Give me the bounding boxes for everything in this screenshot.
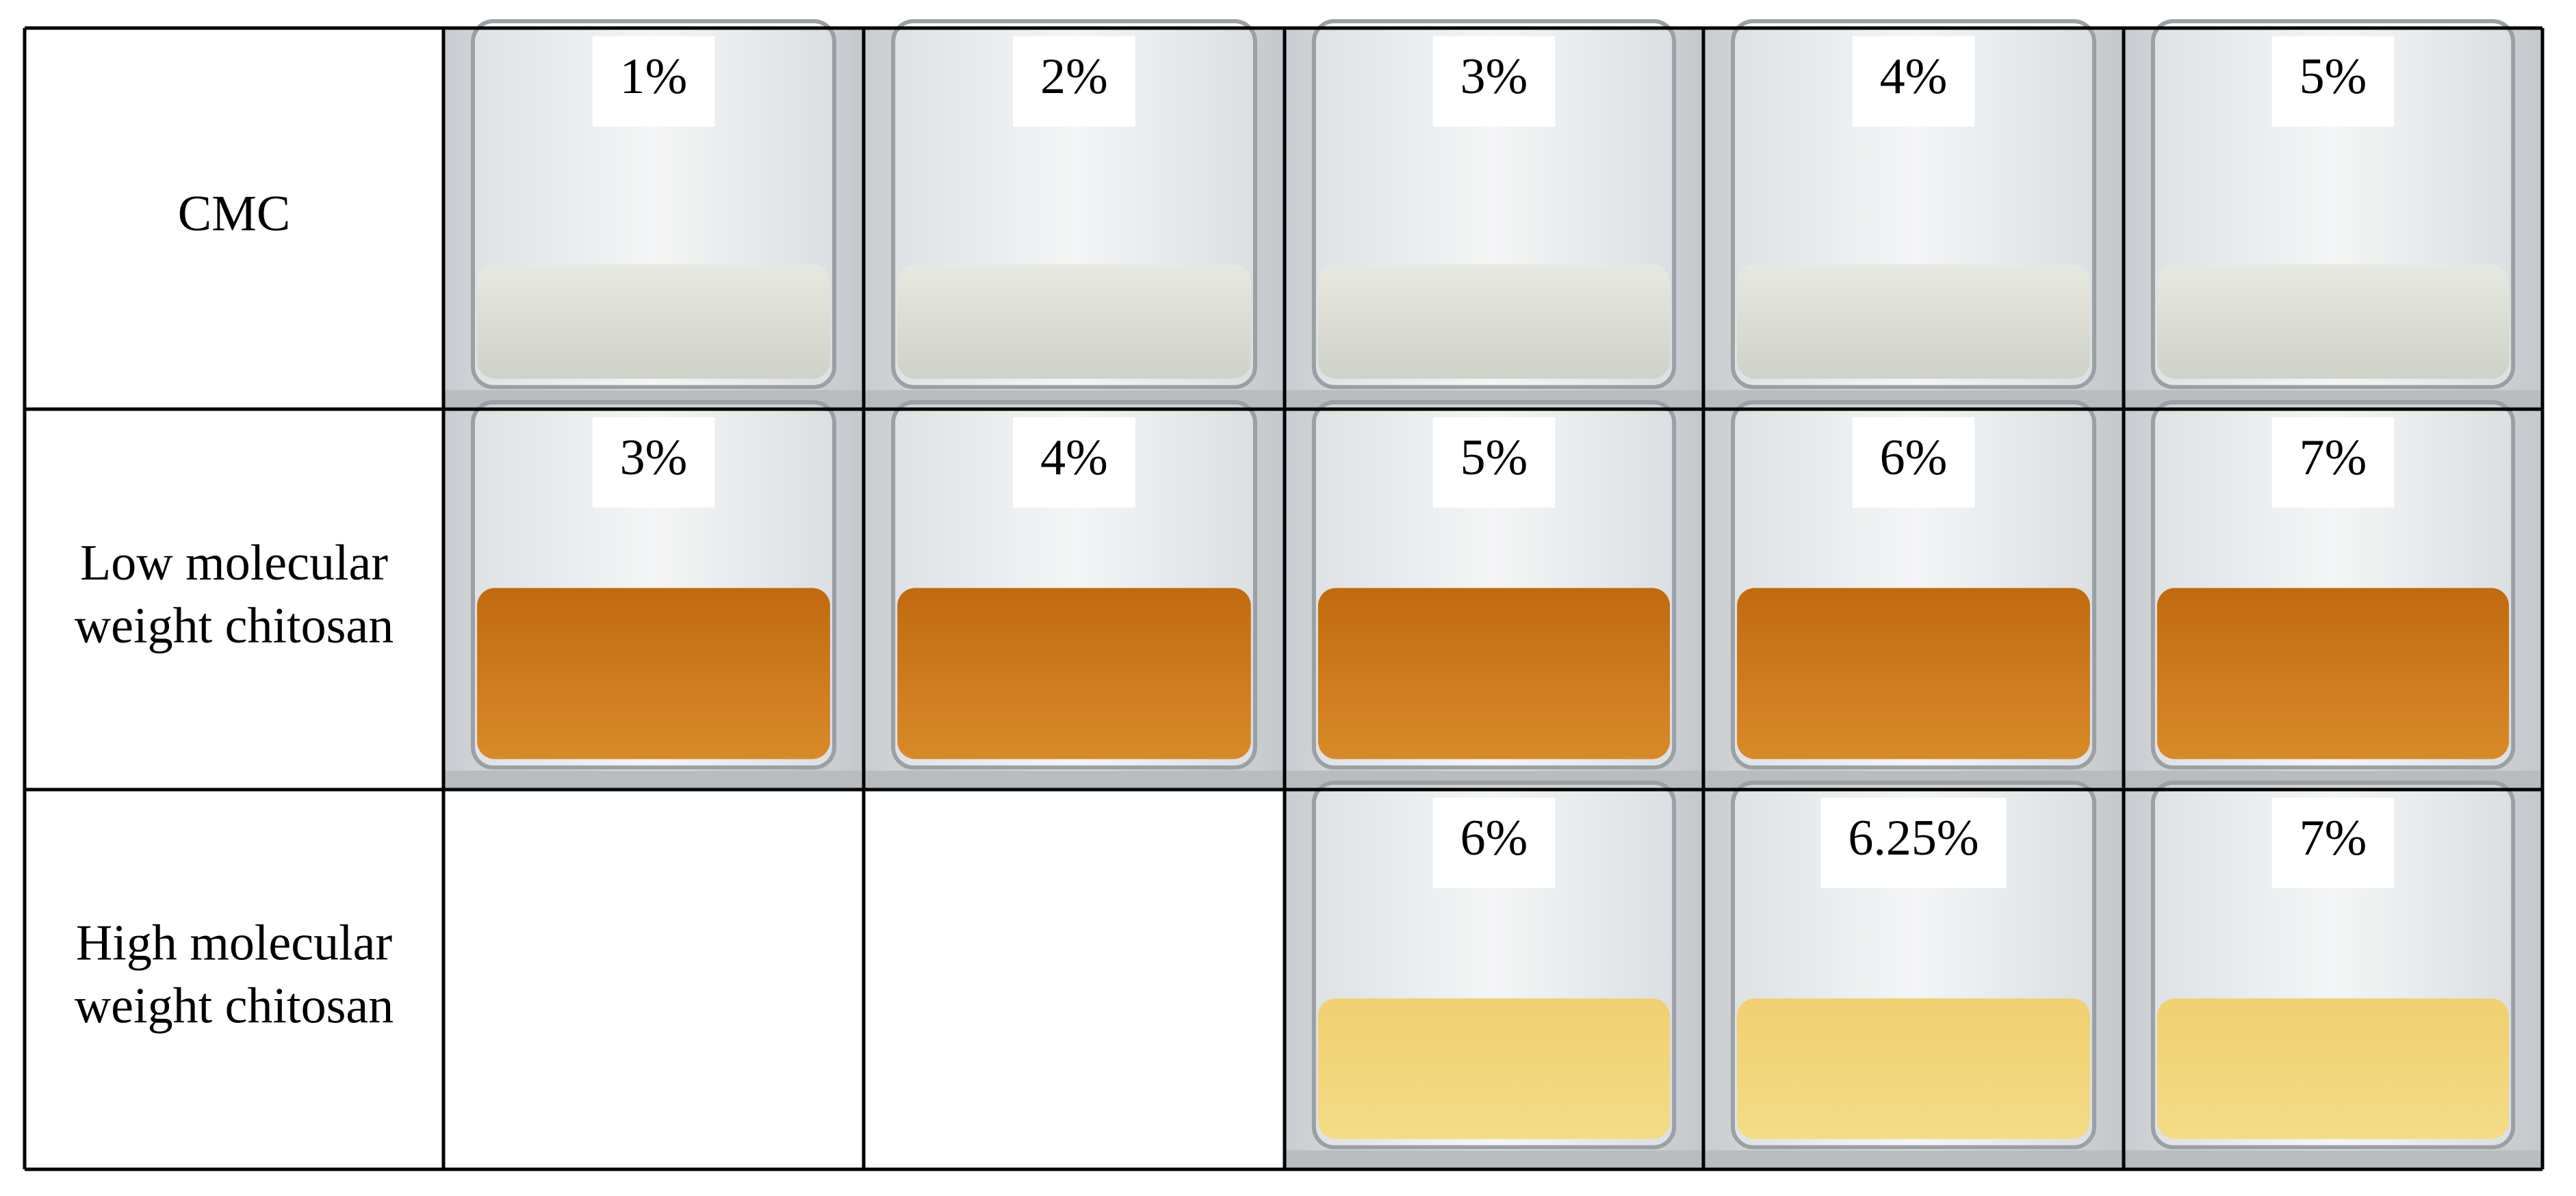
liquid	[1737, 588, 2090, 759]
row-label: weight chitosan	[75, 598, 394, 654]
liquid	[2156, 264, 2510, 379]
cell-label: 7%	[2300, 430, 2367, 486]
label-box	[1820, 798, 2007, 888]
photo-cell: 6.25%	[1703, 781, 2124, 1169]
bench	[443, 770, 864, 790]
liquid	[1317, 998, 1671, 1139]
photo-cell: 4%	[864, 400, 1285, 790]
bench	[443, 390, 864, 409]
cell-label: 3%	[1460, 49, 1528, 105]
label-box	[1432, 36, 1556, 127]
bench	[1285, 1150, 1703, 1169]
photo-cell: 6%	[1285, 781, 1703, 1169]
label-box	[1432, 798, 1556, 888]
cell-label: 2%	[1040, 49, 1108, 105]
cell-label: 6.25%	[1848, 810, 1979, 866]
cell-label: 5%	[1460, 430, 1528, 486]
bench	[2124, 770, 2542, 790]
label-box	[1013, 36, 1135, 127]
photo-cell: 4%	[1703, 19, 2124, 409]
photo-cell: 3%	[1285, 19, 1703, 409]
label-box	[592, 417, 715, 508]
label-box	[2271, 36, 2395, 127]
bench	[864, 770, 1285, 790]
label-box	[1852, 36, 1975, 127]
liquid	[477, 588, 830, 759]
photo-cell: 7%	[2124, 781, 2542, 1169]
label-box	[592, 36, 715, 127]
row-label: Low molecular	[80, 535, 388, 591]
bench	[2124, 1150, 2542, 1169]
row-label: weight chitosan	[75, 978, 394, 1034]
bench	[1703, 770, 2124, 790]
liquid	[477, 264, 830, 379]
liquid	[1317, 588, 1671, 759]
cell-label: 4%	[1040, 430, 1108, 486]
cell-label: 1%	[620, 49, 688, 105]
cell-label: 6%	[1880, 430, 1948, 486]
liquid	[1317, 264, 1671, 379]
liquid	[897, 264, 1251, 379]
label-box	[2271, 417, 2395, 508]
cell-label: 6%	[1460, 810, 1528, 866]
label-box	[1852, 417, 1975, 508]
cell-label: 5%	[2300, 49, 2367, 105]
bench	[2124, 390, 2542, 409]
photo-cell: 1%	[443, 19, 864, 409]
cell-label: 4%	[1880, 49, 1948, 105]
photo-cell: 2%	[864, 19, 1285, 409]
cell-label: 7%	[2300, 810, 2367, 866]
bench	[1703, 1150, 2124, 1169]
photo-cell: 6%	[1703, 400, 2124, 790]
bench	[1285, 770, 1703, 790]
photo-cell: 3%	[443, 400, 864, 790]
label-box	[2271, 798, 2395, 888]
label-box	[1432, 417, 1556, 508]
liquid	[2156, 998, 2510, 1139]
photo-cell: 5%	[2124, 19, 2542, 409]
photo-cell: 7%	[2124, 400, 2542, 790]
liquid	[1737, 998, 2090, 1139]
bench	[864, 390, 1285, 409]
table: CMC 1% 2% 3% 4% 5% Low molecular weight chitosa…	[23, 19, 2545, 1171]
row-label: High molecular	[76, 915, 392, 971]
liquid	[1737, 264, 2090, 379]
bench	[1285, 390, 1703, 409]
liquid	[2156, 588, 2510, 759]
cell-label: 3%	[620, 430, 688, 486]
liquid	[897, 588, 1251, 759]
row-label: CMC	[178, 185, 291, 242]
label-box	[1013, 417, 1135, 508]
photo-cell: 5%	[1285, 400, 1703, 790]
bench	[1703, 390, 2124, 409]
